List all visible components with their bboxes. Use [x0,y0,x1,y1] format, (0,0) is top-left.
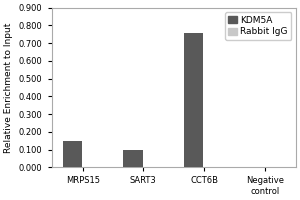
Bar [184,33,203,167]
Y-axis label: Relative Enrichment to Input: Relative Enrichment to Input [4,22,13,153]
Bar [63,141,82,167]
Bar [123,150,143,167]
Legend: KDM5A, Rabbit IgG: KDM5A, Rabbit IgG [225,12,291,40]
